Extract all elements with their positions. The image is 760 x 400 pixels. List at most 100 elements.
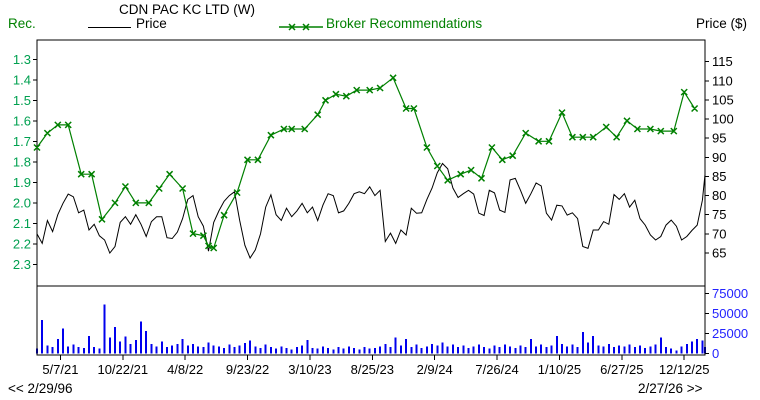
volume-bar xyxy=(82,347,85,354)
volume-bar xyxy=(140,321,142,354)
price-tick-label: 85 xyxy=(712,169,726,184)
date-tick-label: 2/9/24 xyxy=(417,362,453,377)
volume-bar xyxy=(498,347,501,354)
volume-bar xyxy=(311,347,314,354)
date-tick-label: 8/25/23 xyxy=(351,362,394,377)
volume-bar xyxy=(425,346,428,354)
rec-tick-label: 2.2 xyxy=(13,236,31,251)
price-tick-label: 115 xyxy=(712,54,733,69)
volume-bar xyxy=(134,339,137,354)
volume-bar xyxy=(477,344,480,354)
volume-bar xyxy=(514,347,517,354)
price-tick-label: 75 xyxy=(712,207,726,222)
volume-bar xyxy=(233,347,236,354)
price-tick-label: 80 xyxy=(712,188,726,203)
volume-bar xyxy=(197,346,200,354)
date-tick-label: 7/26/24 xyxy=(475,362,518,377)
volume-bar xyxy=(607,343,610,354)
volume-bar xyxy=(119,341,122,354)
volume-bar xyxy=(223,347,226,354)
volume-bar xyxy=(280,346,283,354)
volume-bar xyxy=(550,345,553,354)
volume-bar xyxy=(441,342,444,354)
volume-bar xyxy=(108,337,111,354)
volume-bar xyxy=(295,347,298,354)
volume-bar xyxy=(618,345,621,354)
rec-tick-label: 2.0 xyxy=(13,195,31,210)
price-tick-label: 90 xyxy=(712,150,726,165)
volume-bar xyxy=(207,342,210,354)
volume-bar xyxy=(181,339,184,354)
volume-bar xyxy=(264,344,267,354)
volume-bar xyxy=(581,331,584,354)
volume-bar xyxy=(623,346,626,354)
rec-tick-label: 1.8 xyxy=(13,154,31,169)
volume-bar xyxy=(587,342,589,354)
volume-bar xyxy=(628,344,631,354)
volume-bar xyxy=(285,347,288,354)
date-tick-label: 3/10/23 xyxy=(288,362,331,377)
volume-bar xyxy=(691,341,693,354)
volume-bar xyxy=(680,346,683,354)
volume-bar xyxy=(228,344,231,354)
price-tick-label: 110 xyxy=(712,73,733,88)
volume-bar xyxy=(613,347,615,354)
volume-bar xyxy=(259,347,262,354)
volume-bar xyxy=(519,345,522,354)
volume-tick-label: 25000 xyxy=(712,326,748,341)
volume-bar xyxy=(269,347,272,354)
rec-tick-label: 1.4 xyxy=(13,72,31,87)
price-axis-title: Price ($) xyxy=(695,16,747,31)
rec-tick-label: 1.7 xyxy=(13,134,31,149)
volume-bar xyxy=(56,339,59,354)
volume-bar xyxy=(483,347,486,354)
volume-bar xyxy=(358,349,361,354)
volume-bar xyxy=(166,347,168,354)
volume-tick-label: 0 xyxy=(712,346,719,361)
volume-bar xyxy=(701,340,704,354)
volume-bar xyxy=(384,343,387,354)
volume-bar xyxy=(597,345,600,354)
volume-bar xyxy=(41,319,44,354)
volume-bar xyxy=(509,346,512,354)
volume-bar xyxy=(202,347,205,354)
volume-bar xyxy=(524,347,527,354)
volume-bar xyxy=(145,331,148,354)
volume-bar xyxy=(332,349,335,354)
volume-bar xyxy=(124,336,127,354)
broker-rec-series-line xyxy=(36,76,696,249)
volume-bar xyxy=(192,343,194,354)
price-tick-label: 95 xyxy=(712,131,726,146)
volume-bar xyxy=(155,346,158,354)
volume-bar xyxy=(566,346,569,354)
volume-bar xyxy=(327,347,330,354)
volume-pane-frame xyxy=(36,285,706,356)
broker-rec-x-markers xyxy=(33,74,699,252)
volume-bar xyxy=(394,337,397,354)
volume-bar xyxy=(98,348,101,354)
nav-back-link[interactable]: << 2/29/96 xyxy=(8,381,73,396)
volume-bar xyxy=(321,346,324,354)
price-legend-label: Price xyxy=(136,16,167,31)
nav-forward-link[interactable]: 2/27/26 >> xyxy=(638,381,703,396)
volume-bar xyxy=(685,343,688,354)
rec-tick-label: 2.3 xyxy=(13,257,31,272)
price-tick-label: 100 xyxy=(712,112,734,127)
volume-bar xyxy=(301,345,304,354)
volume-bar xyxy=(696,339,699,354)
volume-bar xyxy=(316,348,319,354)
volume-bar xyxy=(363,347,366,354)
volume-bar xyxy=(62,328,64,354)
rec-tick-label: 1.9 xyxy=(13,175,31,190)
volume-bar xyxy=(675,350,678,354)
volume-bar xyxy=(243,343,246,354)
price-tick-label: 65 xyxy=(712,246,726,261)
volume-bar xyxy=(639,345,641,354)
volume-bar xyxy=(72,344,75,354)
volume-bar xyxy=(467,347,470,354)
volume-bar xyxy=(576,347,579,354)
volume-bar xyxy=(337,347,340,354)
volume-bar xyxy=(150,343,153,354)
volume-bar xyxy=(540,344,543,354)
